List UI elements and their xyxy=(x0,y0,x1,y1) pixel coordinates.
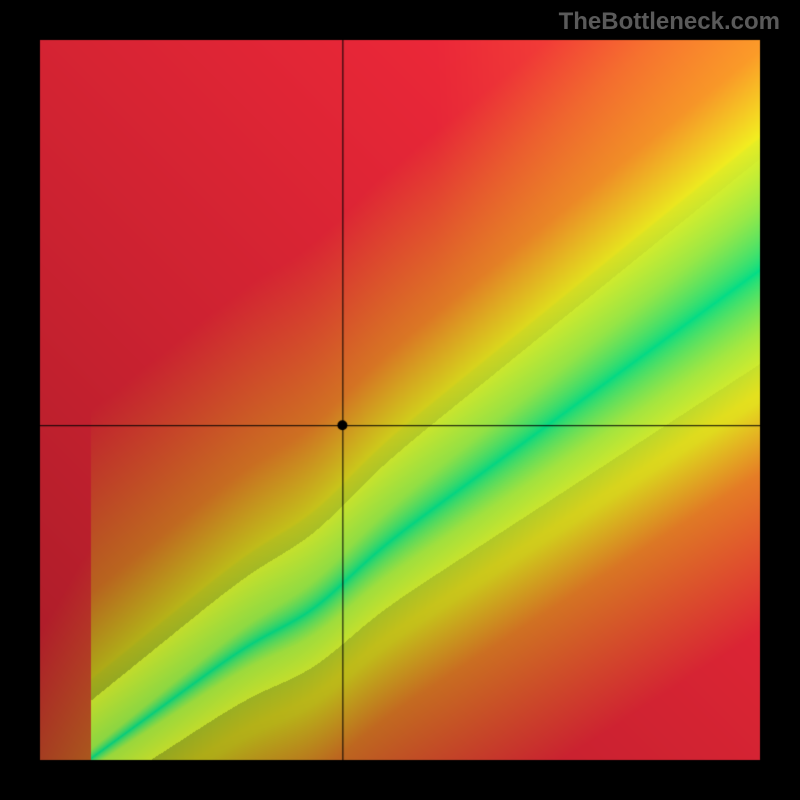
bottleneck-heatmap xyxy=(0,0,800,800)
watermark-text: TheBottleneck.com xyxy=(559,8,780,36)
chart-container: { "watermark": { "text": "TheBottleneck.… xyxy=(0,0,800,800)
